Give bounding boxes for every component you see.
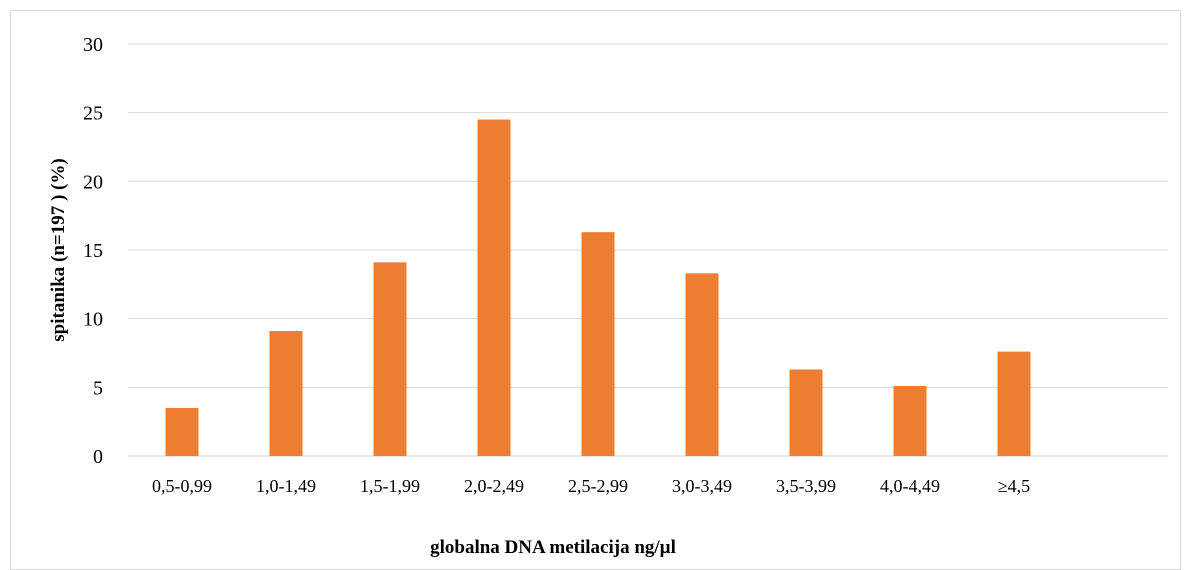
x-tick-label: 1,0-1,49 bbox=[256, 476, 316, 496]
y-axis-title: spitanika (n=197 ) (%) bbox=[48, 158, 69, 341]
bar bbox=[581, 232, 615, 456]
y-tick-label: 25 bbox=[83, 103, 103, 125]
y-tick-label: 20 bbox=[83, 171, 103, 193]
x-tick-label: ≥4,5 bbox=[998, 476, 1030, 496]
x-axis-title: globalna DNA metilacija ng/µl bbox=[430, 537, 676, 558]
bars bbox=[165, 119, 1031, 457]
bar bbox=[789, 369, 823, 456]
bar bbox=[685, 273, 719, 456]
x-tick-label: 1,5-1,99 bbox=[360, 476, 420, 496]
y-tick-label: 30 bbox=[83, 34, 103, 56]
x-tick-label: 4,0-4,49 bbox=[880, 476, 940, 496]
y-tick-label: 15 bbox=[83, 240, 103, 262]
bar bbox=[893, 385, 927, 456]
bar bbox=[165, 407, 199, 456]
x-axis-ticks: 0,5-0,99 1,0-1,49 1,5-1,99 2,0-2,49 2,5-2,99… bbox=[152, 476, 1030, 496]
x-tick-label: 3,5-3,99 bbox=[776, 476, 836, 496]
y-tick-label: 10 bbox=[83, 309, 103, 331]
bar bbox=[373, 262, 407, 456]
x-tick-label: 3,0-3,49 bbox=[672, 476, 732, 496]
bar bbox=[997, 351, 1031, 456]
x-tick-label: 2,0-2,49 bbox=[464, 476, 524, 496]
y-tick-label: 0 bbox=[93, 446, 103, 468]
bar bbox=[269, 331, 303, 456]
y-axis-ticks: 0 5 10 15 20 25 30 bbox=[83, 34, 103, 468]
x-tick-label: 0,5-0,99 bbox=[152, 476, 212, 496]
bar bbox=[477, 119, 511, 457]
y-tick-label: 5 bbox=[93, 377, 103, 399]
x-tick-label: 2,5-2,99 bbox=[568, 476, 628, 496]
